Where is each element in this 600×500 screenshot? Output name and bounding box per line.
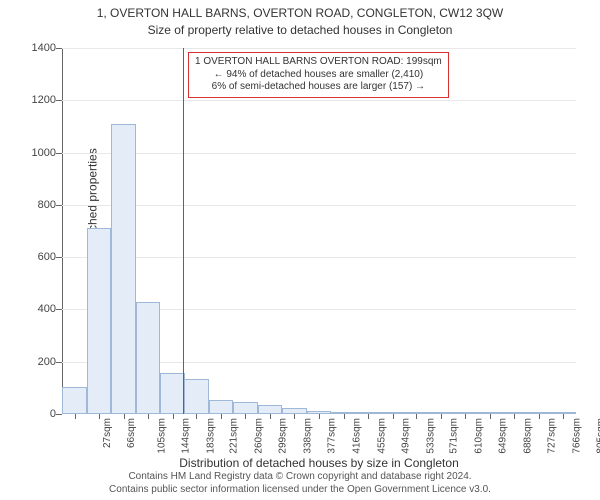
x-tick-label: 260sqm <box>254 418 265 454</box>
x-tick <box>319 414 320 419</box>
y-tick-label: 600 <box>38 251 56 263</box>
y-tick <box>56 100 62 101</box>
footer-line2: Contains public sector information licen… <box>0 484 600 497</box>
histogram-bar <box>87 228 112 414</box>
chart-container: 1, OVERTON HALL BARNS, OVERTON ROAD, CON… <box>0 0 600 500</box>
annotation-line1: 1 OVERTON HALL BARNS OVERTON ROAD: 199sq… <box>195 56 442 69</box>
x-tick-label: 494sqm <box>401 418 412 454</box>
x-tick <box>173 414 174 419</box>
y-axis-line <box>62 48 63 414</box>
x-tick <box>245 414 246 419</box>
gridline <box>62 100 576 101</box>
x-tick <box>196 414 197 419</box>
y-tick-label: 400 <box>38 303 56 315</box>
footer: Contains HM Land Registry data © Crown c… <box>0 471 600 496</box>
x-tick-label: 377sqm <box>327 418 338 454</box>
x-tick-label: 610sqm <box>473 418 484 454</box>
x-tick <box>416 414 417 419</box>
x-tick <box>368 414 369 419</box>
x-tick-label: 455sqm <box>376 418 387 454</box>
x-tick <box>124 414 125 419</box>
y-tick <box>56 362 62 363</box>
gridline <box>62 257 576 258</box>
gridline <box>62 205 576 206</box>
x-tick-label: 338sqm <box>303 418 314 454</box>
y-tick <box>56 153 62 154</box>
page-subtitle: Size of property relative to detached ho… <box>0 23 600 37</box>
x-tick-label: 571sqm <box>449 418 460 454</box>
y-tick <box>56 205 62 206</box>
x-tick <box>294 414 295 419</box>
x-tick-label: 299sqm <box>278 418 289 454</box>
x-tick <box>393 414 394 419</box>
y-tick-label: 800 <box>38 199 56 211</box>
histogram-bar <box>160 373 185 414</box>
y-tick-label: 1200 <box>32 94 56 106</box>
x-tick-label: 221sqm <box>229 418 240 454</box>
histogram-bar <box>233 402 258 414</box>
x-tick <box>221 414 222 419</box>
y-tick <box>56 309 62 310</box>
x-tick-label: 533sqm <box>425 418 436 454</box>
y-tick <box>56 257 62 258</box>
y-tick-label: 1000 <box>32 147 56 159</box>
gridline <box>62 153 576 154</box>
x-tick-label: 805sqm <box>596 418 600 454</box>
y-tick <box>56 48 62 49</box>
gridline <box>62 48 576 49</box>
x-tick <box>344 414 345 419</box>
histogram-bar <box>62 387 87 414</box>
y-tick-label: 200 <box>38 356 56 368</box>
x-tick-label: 688sqm <box>522 418 533 454</box>
y-tick-label: 1400 <box>32 42 56 54</box>
x-tick <box>490 414 491 419</box>
x-tick <box>514 414 515 419</box>
x-tick-label: 144sqm <box>181 418 192 454</box>
x-tick <box>441 414 442 419</box>
histogram-bar <box>136 302 161 414</box>
plot-area: 020040060080010001200140027sqm66sqm105sq… <box>62 48 576 414</box>
x-tick <box>563 414 564 419</box>
annotation-line2: ← 94% of detached houses are smaller (2,… <box>195 69 442 82</box>
x-tick-label: 416sqm <box>352 418 363 454</box>
footer-line1: Contains HM Land Registry data © Crown c… <box>0 471 600 484</box>
x-tick <box>270 414 271 419</box>
histogram-bar <box>258 405 283 414</box>
x-tick <box>465 414 466 419</box>
histogram-bar <box>209 400 234 414</box>
x-tick-label: 27sqm <box>102 418 113 448</box>
x-tick <box>99 414 100 419</box>
chart-area: Number of detached properties 0200400600… <box>62 48 576 414</box>
x-tick-label: 105sqm <box>156 418 167 454</box>
page-title: 1, OVERTON HALL BARNS, OVERTON ROAD, CON… <box>0 0 600 22</box>
annotation-line3: 6% of semi-detached houses are larger (1… <box>195 81 442 94</box>
histogram-bar <box>111 124 136 414</box>
x-tick <box>148 414 149 419</box>
histogram-bar <box>184 379 209 414</box>
x-tick-label: 183sqm <box>205 418 216 454</box>
annotation-box: 1 OVERTON HALL BARNS OVERTON ROAD: 199sq… <box>188 52 449 98</box>
x-tick <box>75 414 76 419</box>
x-tick-label: 66sqm <box>126 418 137 448</box>
x-tick-label: 727sqm <box>547 418 558 454</box>
y-tick <box>56 414 62 415</box>
x-tick-label: 766sqm <box>572 418 583 454</box>
x-axis-label: Distribution of detached houses by size … <box>62 456 576 470</box>
x-tick <box>539 414 540 419</box>
y-tick-label: 0 <box>50 408 56 420</box>
subject-marker-line <box>183 48 184 414</box>
x-tick-label: 649sqm <box>498 418 509 454</box>
